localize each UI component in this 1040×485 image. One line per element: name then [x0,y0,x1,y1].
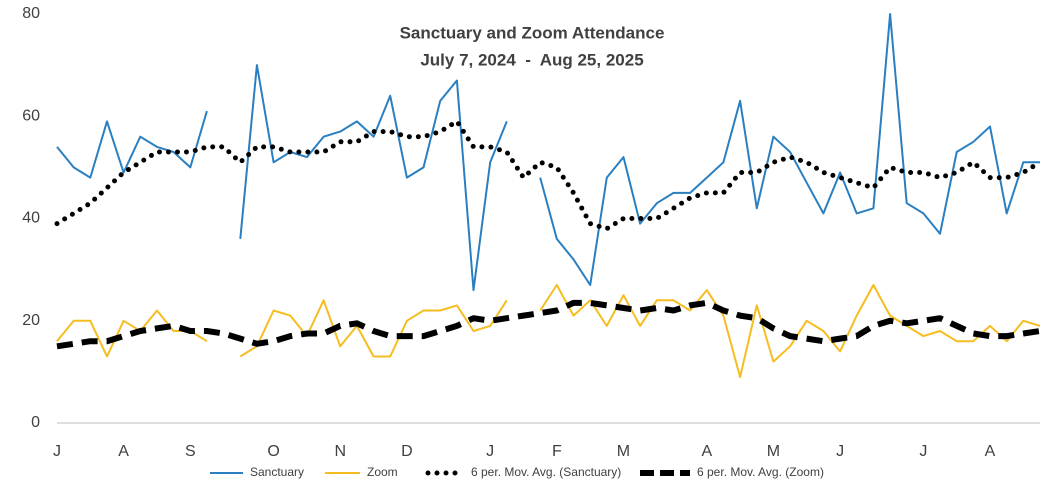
x-tick-label: A [985,443,996,460]
x-tick-label: J [53,443,61,460]
y-tick-label: 60 [22,107,40,124]
y-tick-label: 20 [22,312,40,329]
series-line [539,284,1040,378]
x-tick-label: J [836,443,844,460]
series-line [539,13,1040,286]
y-tick-label: 0 [31,414,40,431]
x-tick-label: O [267,443,279,460]
legend-label: Zoom [367,465,398,479]
chart-subtitle: July 7, 2024 - Aug 25, 2025 [420,50,643,69]
series-line [54,118,1040,232]
x-tick-label: A [118,443,129,460]
legend-label: 6 per. Mov. Avg. (Zoom) [697,465,824,479]
series-line [239,64,508,292]
x-tick-label: M [767,443,780,460]
y-tick-label: 40 [22,210,40,227]
series-line [56,299,1040,350]
legend-label: Sanctuary [250,465,304,479]
series-line [239,299,508,358]
x-tick-label: N [334,443,346,460]
x-tick-label: D [401,443,413,460]
x-tick-label: J [486,443,494,460]
legend-label: 6 per. Mov. Avg. (Sanctuary) [471,465,621,479]
x-tick-label: J [919,443,927,460]
x-tick-label: F [552,443,562,460]
x-tick-label: M [617,443,630,460]
x-tick-label: S [185,443,196,460]
chart-title: Sanctuary and Zoom Attendance [400,23,665,42]
x-tick-label: A [701,443,712,460]
series-line [56,110,208,179]
y-tick-label: 80 [22,5,40,22]
